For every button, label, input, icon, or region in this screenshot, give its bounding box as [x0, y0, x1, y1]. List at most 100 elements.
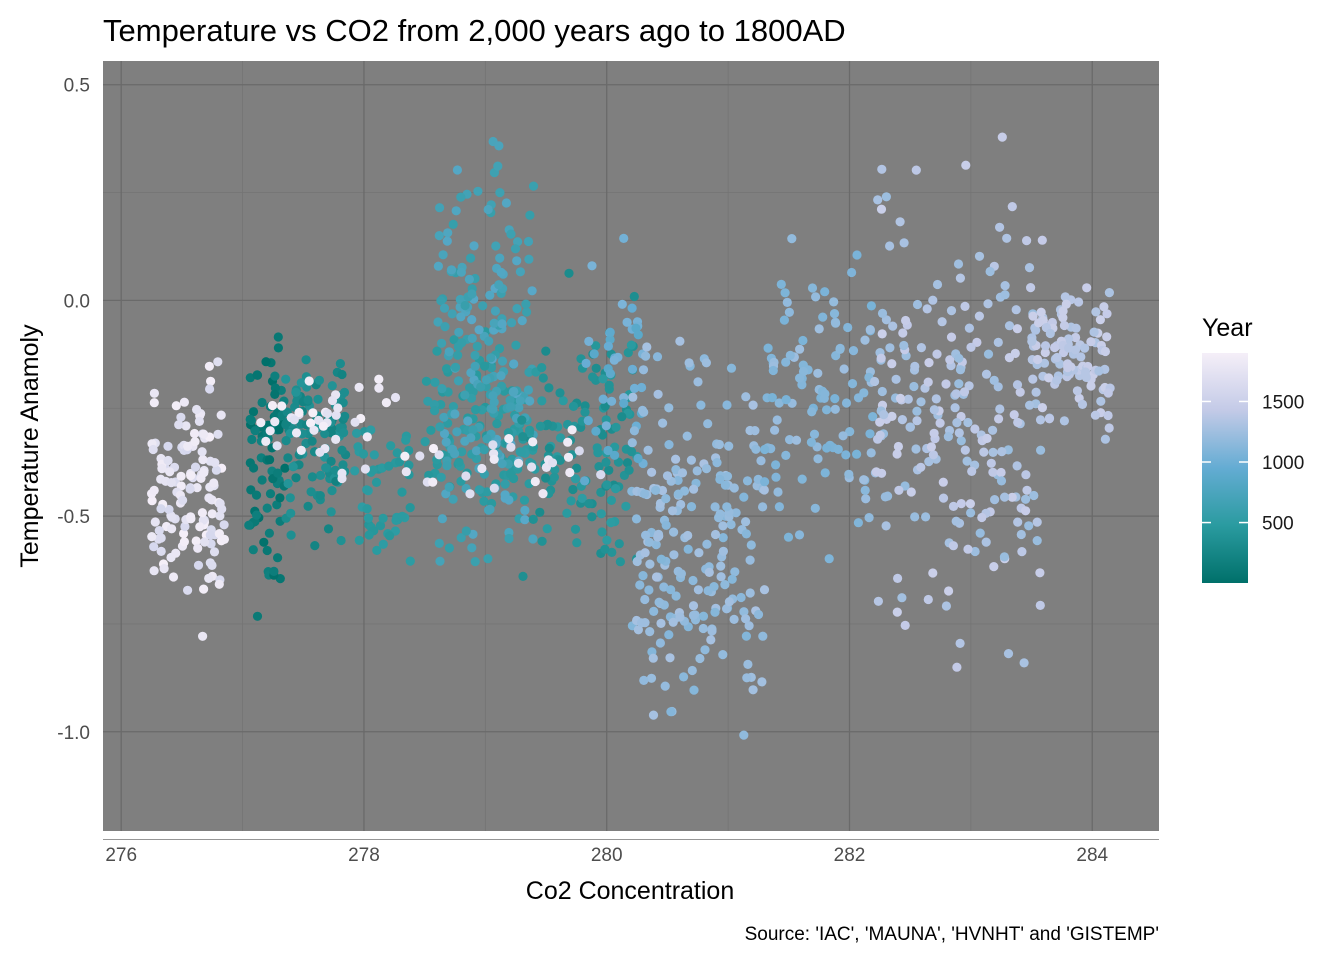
scatter-point — [520, 515, 530, 525]
scatter-point — [587, 512, 597, 522]
scatter-point — [935, 418, 945, 428]
scatter-point — [591, 363, 601, 373]
scatter-point — [656, 554, 666, 564]
scatter-point — [741, 529, 752, 539]
scatter-point — [147, 496, 157, 506]
scatter-point — [938, 493, 949, 503]
scatter-point — [592, 443, 602, 453]
scatter-point — [519, 495, 530, 505]
scatter-point — [249, 463, 259, 473]
scatter-point — [638, 365, 649, 375]
scatter-point — [1007, 492, 1017, 502]
x-tick-label: 282 — [834, 845, 866, 866]
scatter-point — [807, 283, 818, 293]
scatter-point — [960, 445, 970, 455]
scatter-point — [1011, 305, 1021, 315]
scatter-point — [566, 496, 576, 506]
scatter-point — [528, 181, 539, 191]
scatter-point — [1036, 307, 1046, 317]
x-tick-label: 284 — [1076, 845, 1108, 866]
scatter-point — [986, 458, 996, 468]
scatter-point — [433, 317, 443, 327]
scatter-point — [781, 357, 791, 367]
scatter-point — [683, 544, 693, 554]
scatter-point — [1002, 233, 1012, 243]
scatter-point — [354, 382, 364, 392]
scatter-point — [472, 341, 482, 351]
scatter-point — [474, 485, 484, 495]
scatter-point — [514, 403, 524, 413]
scatter-point — [891, 374, 901, 384]
data-points — [147, 132, 1115, 740]
scatter-point — [745, 588, 755, 598]
scatter-point — [682, 431, 692, 441]
scatter-point — [990, 495, 1000, 505]
scatter-point — [350, 417, 360, 427]
scatter-point — [195, 522, 205, 532]
scatter-point — [1026, 283, 1036, 293]
scatter-point — [436, 472, 446, 482]
scatter-point — [570, 474, 581, 484]
scatter-point — [538, 489, 548, 499]
scatter-point — [192, 483, 202, 493]
scatter-point — [989, 562, 999, 572]
scatter-point — [500, 479, 510, 489]
scatter-point — [274, 425, 284, 435]
scatter-point — [671, 591, 681, 601]
scatter-point — [629, 426, 640, 436]
grid-lines — [103, 61, 1159, 841]
scatter-point — [956, 436, 966, 446]
scatter-point — [270, 417, 280, 427]
scatter-point — [178, 495, 188, 505]
scatter-point — [450, 362, 461, 372]
scatter-point — [333, 403, 343, 413]
scatter-point — [996, 467, 1006, 478]
scatter-point — [1012, 324, 1023, 334]
scatter-point — [1052, 352, 1062, 363]
scatter-point — [1050, 342, 1060, 353]
scatter-point — [948, 501, 959, 511]
scatter-point — [683, 530, 693, 541]
scatter-point — [1036, 445, 1046, 455]
scatter-point — [466, 253, 476, 263]
scatter-point — [923, 377, 933, 387]
scatter-point — [488, 391, 498, 401]
scatter-point — [970, 546, 980, 557]
scatter-point — [252, 370, 262, 380]
scatter-point — [953, 259, 964, 269]
scatter-point — [397, 487, 407, 497]
scatter-point — [1017, 547, 1027, 557]
scatter-point — [543, 419, 553, 429]
scatter-point — [1032, 517, 1042, 527]
scatter-point — [619, 398, 629, 408]
scatter-point — [360, 464, 370, 474]
scatter-point — [327, 395, 338, 406]
scatter-point — [718, 533, 728, 543]
scatter-point — [813, 454, 823, 464]
scatter-point — [916, 397, 926, 407]
scatter-point — [658, 418, 668, 428]
scatter-point — [768, 365, 778, 376]
scatter-point — [461, 471, 471, 481]
scatter-point — [1035, 415, 1046, 425]
scatter-point — [966, 508, 976, 518]
scatter-point — [911, 444, 921, 454]
scatter-point — [362, 485, 372, 495]
scatter-point — [547, 458, 558, 468]
scatter-point — [198, 631, 208, 641]
scatter-point — [563, 437, 573, 447]
scatter-point — [179, 537, 189, 547]
scatter-point — [996, 476, 1007, 486]
scatter-point — [452, 165, 462, 175]
scatter-point — [1016, 529, 1026, 540]
scatter-point — [304, 376, 314, 386]
scatter-point — [956, 499, 966, 509]
scatter-point — [456, 312, 466, 322]
scatter-point — [829, 297, 839, 307]
scatter-point — [741, 392, 751, 402]
scatter-point — [718, 650, 728, 660]
scatter-point — [596, 487, 606, 497]
scatter-point — [467, 315, 477, 325]
scatter-point — [314, 375, 324, 385]
scatter-point — [951, 389, 961, 399]
